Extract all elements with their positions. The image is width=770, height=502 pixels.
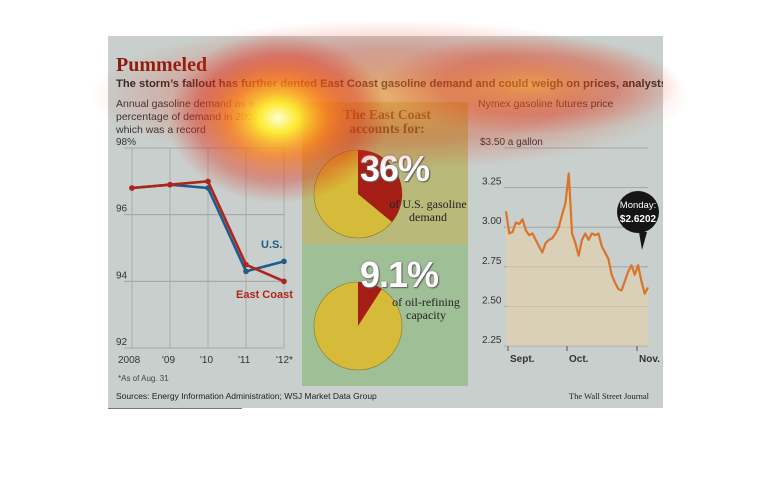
- futures-y-tick-label: 2.25: [482, 335, 502, 346]
- futures-price-line: [504, 172, 649, 295]
- monday-callout-bubble: [617, 191, 659, 233]
- infographic: Pummeled The storm’s fallout has further…: [108, 36, 663, 408]
- demand-x-tick-label: '10: [200, 355, 213, 366]
- demand-series-point: [129, 185, 135, 191]
- futures-y-tick-label: 2.50: [482, 295, 502, 306]
- monday-callout-pointer: [639, 232, 647, 250]
- demand-x-tick-label: '11: [238, 355, 251, 366]
- futures-area-fill: [506, 173, 648, 346]
- futures-y-tick-label: $3.50 a gallon: [480, 137, 543, 148]
- demand-y-tick-label: 94: [116, 270, 128, 281]
- demand-y-tick-label: 96: [116, 204, 128, 215]
- futures-y-tick-label: 2.75: [482, 256, 502, 267]
- demand-x-tick-label: '09: [162, 355, 175, 366]
- refining-share-panel: 9.1% of oil-refining capacity: [302, 244, 468, 386]
- monday-callout-value: $2.6202: [620, 214, 657, 225]
- demand-series-point: [243, 268, 249, 275]
- demand-x-tick-label: 2008: [118, 355, 141, 366]
- footnote: *As of Aug. 31: [118, 374, 169, 383]
- credit-line: The Wall Street Journal: [568, 391, 649, 401]
- sources-line: Sources: Energy Information Administrati…: [116, 391, 377, 401]
- refining-share-value: 9.1%: [360, 254, 439, 295]
- demand-share-caption: of U.S. gasoline demand: [389, 197, 467, 224]
- futures-x-tick-label: Nov.: [639, 354, 660, 365]
- pie-highlight-slice: [358, 282, 382, 326]
- us-series-label: U.S.: [261, 239, 282, 251]
- demand-series-point: [281, 258, 287, 265]
- futures-y-tick-label: 3.25: [482, 177, 502, 188]
- demand-series-point: [243, 261, 249, 268]
- divider: [108, 408, 242, 409]
- demand-series-point: [281, 278, 287, 285]
- futures-x-tick-label: Oct.: [569, 354, 589, 365]
- refining-share-caption: of oil-refining capacity: [392, 295, 460, 322]
- demand-y-tick-label: 92: [116, 337, 128, 348]
- demand-x-tick-label: '12*: [276, 355, 293, 366]
- futures-y-tick-label: 3.00: [482, 216, 502, 227]
- futures-line-chart: $3.50 a gallon 3.25 3.00 2.75 2.50 2.25 Sept. O…: [480, 137, 660, 365]
- refining-pie-chart: [313, 281, 403, 371]
- futures-x-tick-label: Sept.: [510, 354, 535, 365]
- east-coast-series-label: East Coast: [236, 289, 293, 301]
- monday-callout-label: Monday:: [620, 200, 656, 211]
